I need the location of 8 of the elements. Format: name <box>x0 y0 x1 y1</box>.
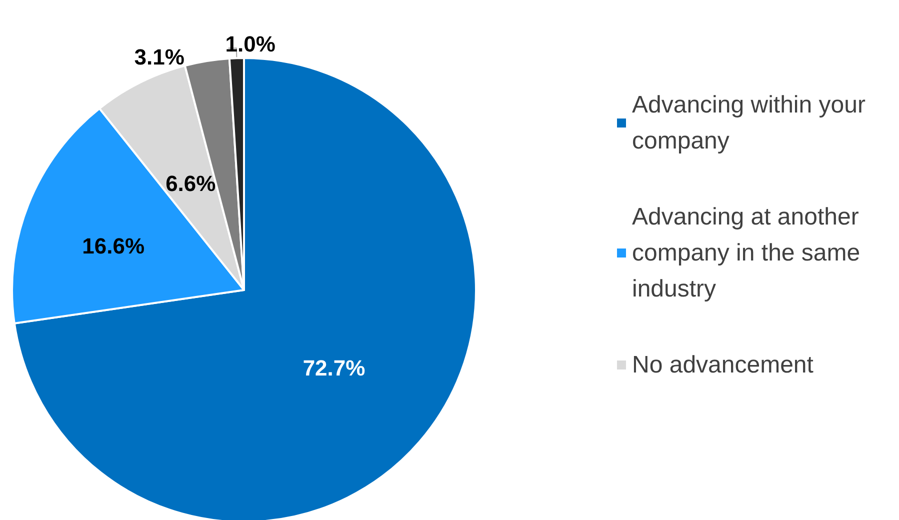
data-label: 3.1% <box>134 44 184 70</box>
legend-label: No advancement <box>632 352 814 378</box>
data-label: 6.6% <box>166 171 216 196</box>
data-label: 16.6% <box>82 234 145 259</box>
data-label: 1.0% <box>225 32 276 57</box>
data-label: 72.7% <box>302 355 366 380</box>
legend-label: Advancing at another company in the same industry <box>632 204 867 302</box>
legend-label: Advancing within your company <box>632 92 872 154</box>
